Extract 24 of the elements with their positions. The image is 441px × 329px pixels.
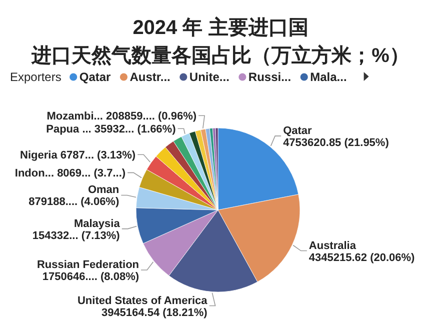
slice-label: United States of America — [77, 294, 208, 307]
data-label: 154332... (7.13%) — [32, 230, 120, 242]
legend-title: Exporters — [10, 70, 62, 84]
data-label: 1750646.... (8.08%) — [42, 270, 140, 283]
legend-item: Qatar — [70, 70, 111, 84]
slice-label: Papua ... 35932... (1.66%) — [46, 124, 176, 136]
slice-label: Australia — [308, 240, 357, 252]
slice-label: Indon... 8069... (3.7...) — [14, 168, 126, 180]
legend-item: Austr... — [120, 70, 170, 84]
data-label: 4753620.85 (21.95%) — [283, 136, 390, 149]
slice-label: Malaysia — [74, 218, 121, 230]
slice-label: Qatar — [283, 124, 313, 137]
legend-item: Russi... — [238, 70, 292, 84]
slice-label: Russian Federation — [36, 258, 140, 271]
slice-label: Mozambi... 208859.... (0.96%) — [46, 110, 197, 123]
slice-label: Oman — [88, 184, 120, 196]
chart-title: 2024 年 主要进口国 — [132, 16, 308, 39]
slice-label: Nigeria 6787... (3.13%) — [20, 150, 136, 162]
chart-subtitle: 进口天然气数量各国占比（万立方米；%） — [30, 44, 410, 67]
legend-item: Unite... — [180, 70, 230, 84]
data-label: 879188.... (4.06%) — [28, 196, 120, 208]
data-label: 3945164.54 (18.21%) — [101, 306, 208, 319]
data-label: 4345215.62 (20.06%) — [308, 252, 416, 264]
legend-item: Mala... — [300, 70, 347, 84]
